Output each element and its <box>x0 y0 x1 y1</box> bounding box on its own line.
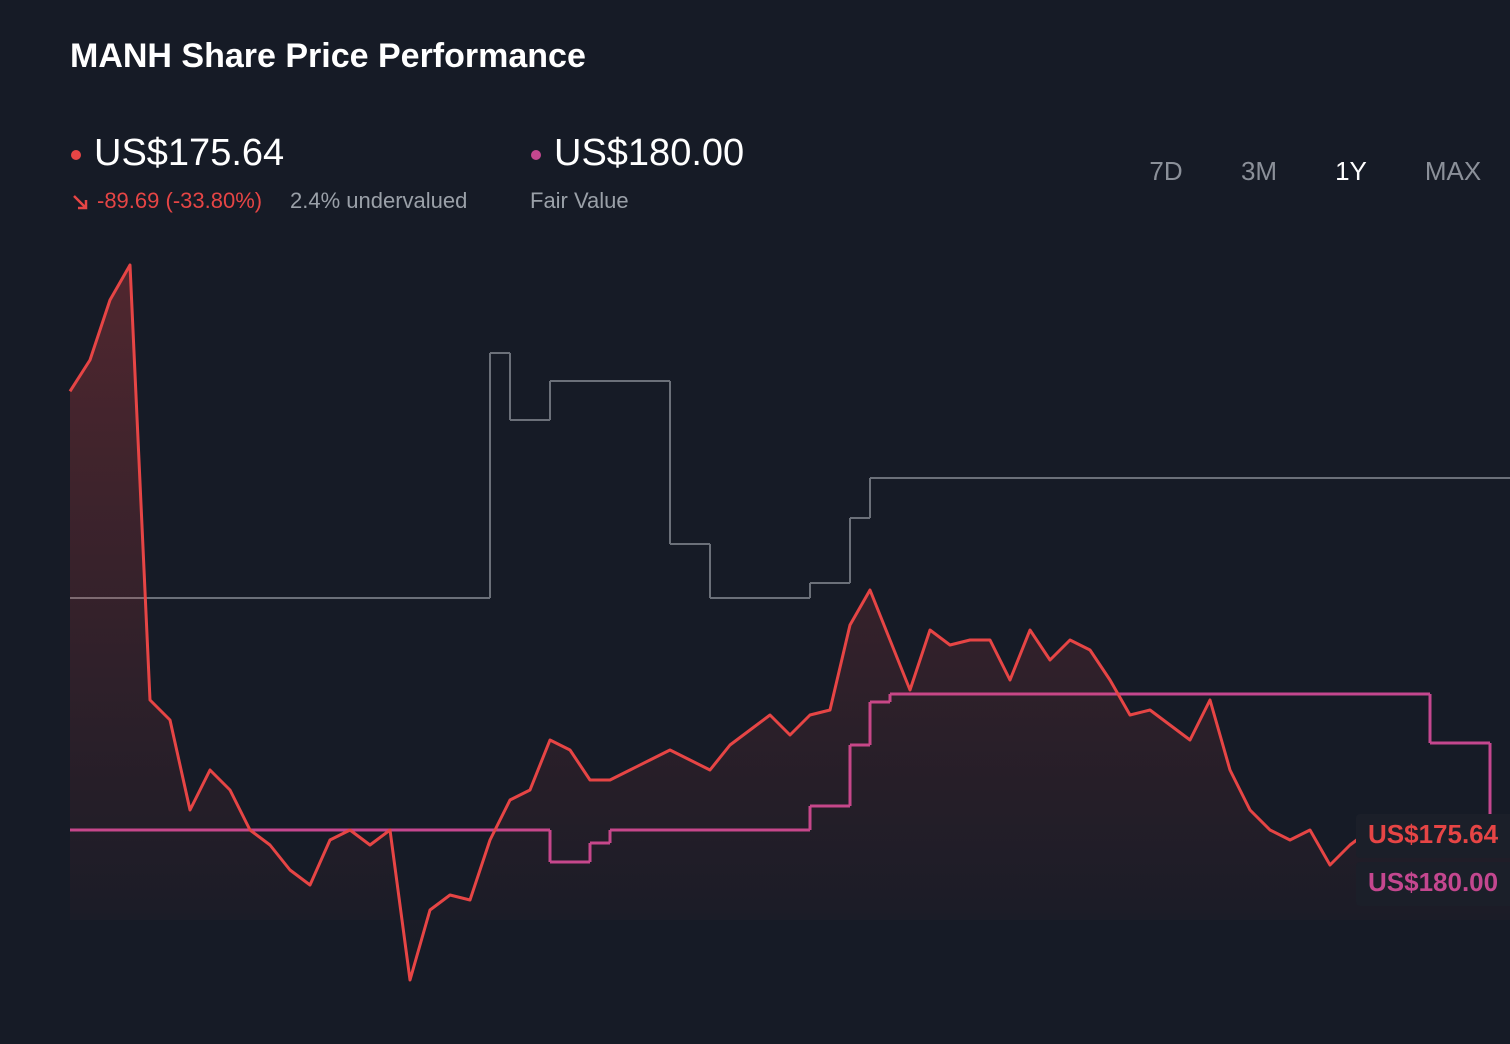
price: US$175.64 <box>94 132 284 174</box>
step-connector <box>489 353 871 598</box>
valuation: 2.4% undervalued <box>290 188 467 213</box>
title: MANH Share Price Performance <box>70 37 586 75</box>
end-label-bg <box>1356 814 1510 858</box>
end-label-bg <box>1356 862 1510 906</box>
fair-value: US$180.00 <box>554 132 744 174</box>
plot: US$175.64 US$180.00 <box>68 263 1510 982</box>
down-arrow <box>73 195 88 210</box>
end-label: US$180.00 <box>1368 867 1498 897</box>
price-change: -89.69 (-33.80%) <box>97 188 262 213</box>
price-line <box>68 263 1510 982</box>
end-label: US$175.64 <box>1368 819 1499 849</box>
price-dot <box>71 150 81 160</box>
price-area <box>70 265 1510 980</box>
range-button[interactable]: 1Y <box>1335 156 1367 186</box>
range-button[interactable]: MAX <box>1425 156 1481 186</box>
fair-value-label: Fair Value <box>530 188 629 213</box>
range-button[interactable]: 3M <box>1241 156 1277 186</box>
fair-value-dot <box>531 150 541 160</box>
range-button[interactable]: 7D <box>1149 156 1182 186</box>
